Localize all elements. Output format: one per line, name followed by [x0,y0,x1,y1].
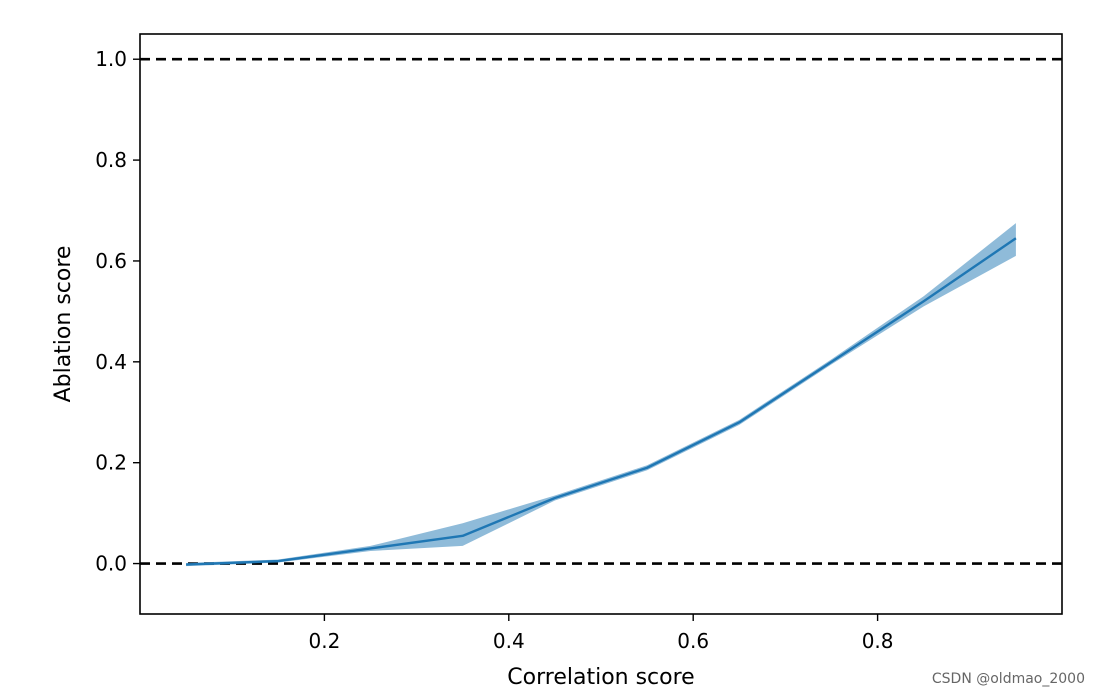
y-tick-label: 0.6 [95,249,127,273]
y-tick-label: 0.8 [95,148,127,172]
watermark-text: CSDN @oldmao_2000 [931,671,1085,687]
x-tick-label: 0.8 [862,629,894,653]
plot-frame [139,33,1063,615]
x-tick-label: 0.2 [308,629,340,653]
y-tick-label: 0.2 [95,451,127,475]
y-axis-label: Ablation score [51,246,76,403]
confidence-band [186,223,1016,567]
y-tick-label: 0.4 [95,350,127,374]
y-tick-label: 1.0 [95,47,127,71]
x-tick-label: 0.6 [677,629,709,653]
series-line [186,237,1017,566]
x-tick-label: 0.4 [493,629,525,653]
y-tick-label: 0.0 [95,552,127,576]
x-axis-label: Correlation score [507,665,694,690]
